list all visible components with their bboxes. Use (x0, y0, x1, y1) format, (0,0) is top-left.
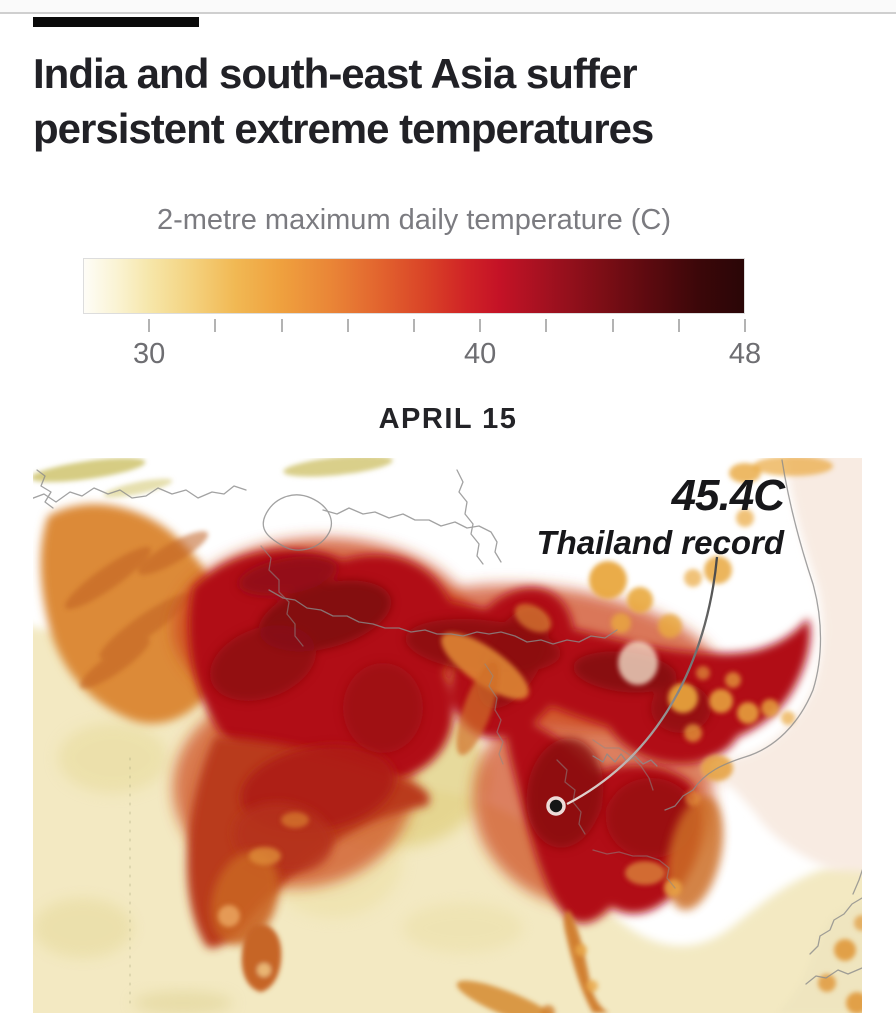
map-malay-peninsula (563, 910, 609, 1013)
thailand-record-marker (546, 796, 566, 816)
page-top-strip (0, 0, 896, 14)
legend-title: 2-metre maximum daily temperature (C) (156, 204, 672, 236)
chart-title-line1: India and south-east Asia suffer (33, 50, 638, 97)
legend-tick-label: 48 (728, 338, 762, 370)
legend-tick (214, 319, 217, 332)
legend-colorbar (83, 258, 745, 314)
legend-tick (677, 319, 680, 332)
date-label: APRIL 15 (378, 403, 518, 435)
legend-tick-label: 40 (464, 338, 497, 370)
legend-tick (545, 319, 548, 332)
legend-tick (479, 319, 482, 332)
chart-title-line2: persistent extreme temperatures (33, 105, 654, 152)
legend-tick-labels: 30 40 48 (83, 338, 761, 374)
legend-tick (148, 319, 151, 332)
annotation-line (566, 556, 719, 806)
legend-tick-marks (83, 319, 746, 334)
legend-tick (611, 319, 614, 332)
legend-tick (346, 319, 349, 332)
annotation-label: Thailand record (536, 524, 784, 561)
map-china-coastline (664, 459, 822, 811)
legend-tick (744, 319, 746, 332)
heatmap-svg (33, 458, 862, 1013)
map-borneo (778, 901, 862, 1013)
brand-bar (33, 17, 199, 27)
legend-tick (413, 319, 415, 332)
map-olive-streaks (33, 458, 393, 498)
annotation-pointer (546, 556, 719, 816)
map-borders (33, 459, 862, 1007)
map-sri-lanka (241, 924, 282, 992)
map-china-pink-region (693, 458, 862, 872)
legend-tick-label: 30 (133, 338, 166, 370)
map-china-coast-heat-patches (589, 458, 833, 742)
temperature-map: 45.4C Thailand record (33, 458, 862, 1013)
map-heat-blobs (40, 458, 862, 1013)
map-annotation: 45.4C Thailand record (536, 471, 785, 561)
legend-tick (280, 319, 283, 332)
annotation-value: 45.4C (671, 471, 785, 520)
chart-title: India and south-east Asia suffer persist… (33, 46, 813, 156)
